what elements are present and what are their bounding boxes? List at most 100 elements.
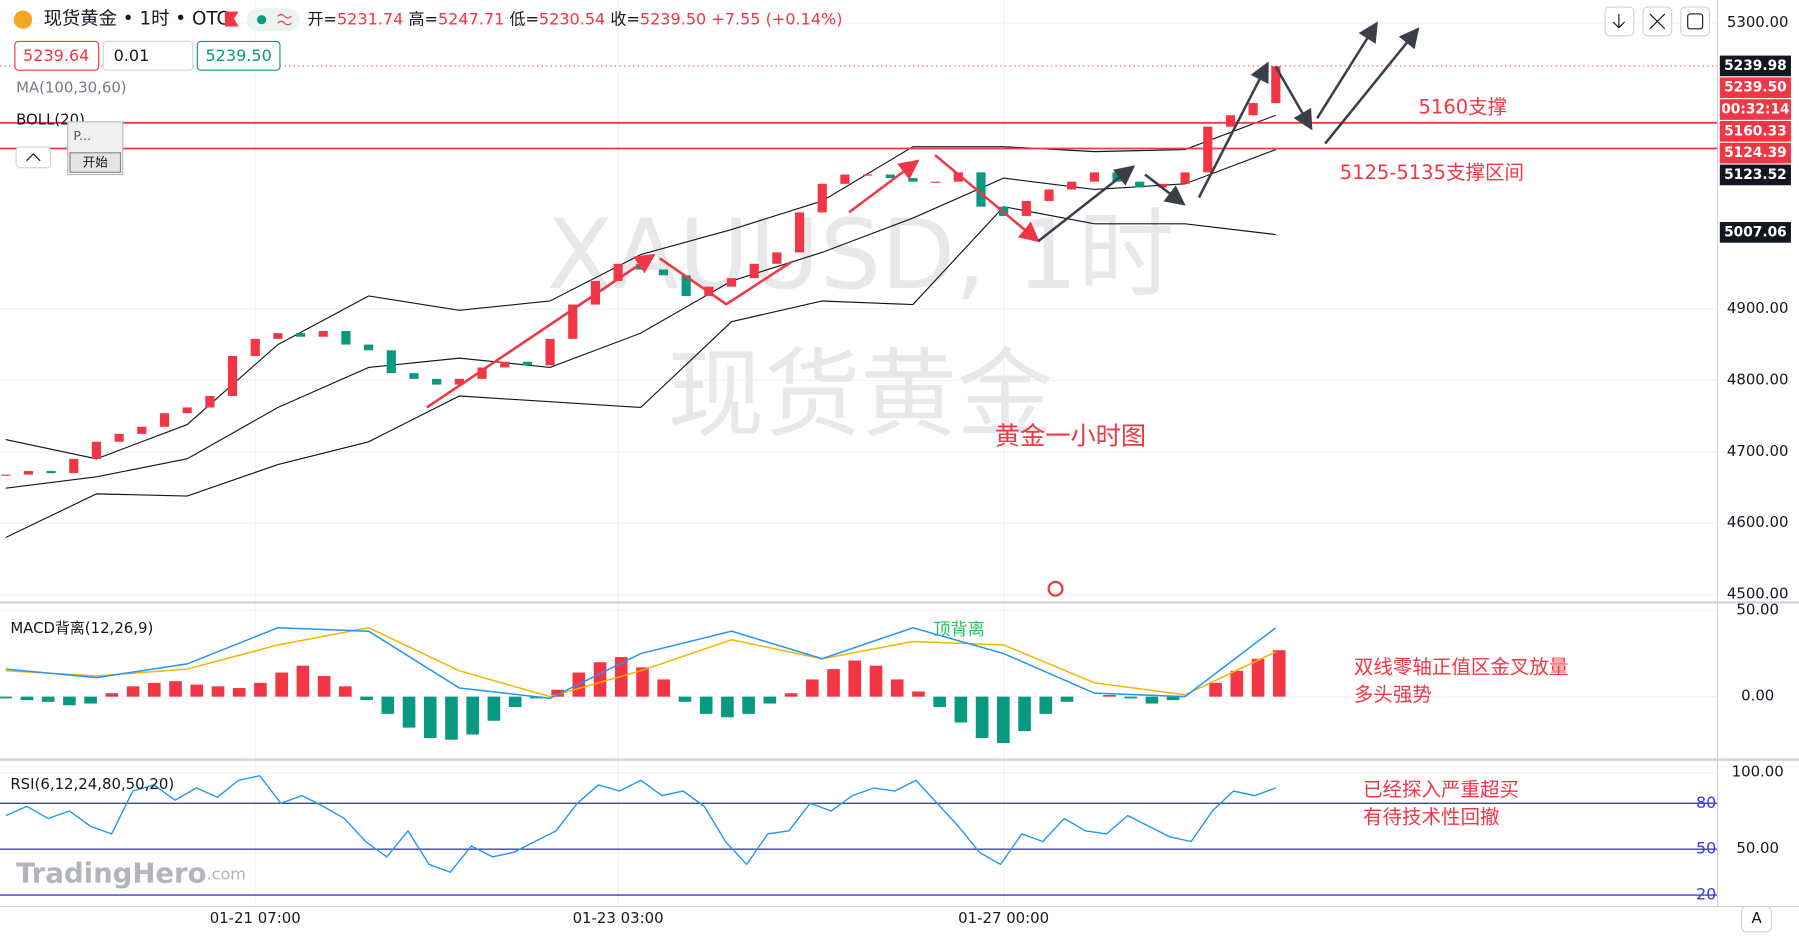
status-dot [257,15,267,25]
annotation: 顶背离 [933,620,985,640]
buy-box[interactable] [196,40,281,71]
macd-bar [339,686,352,697]
toolbar-icon [1687,13,1704,30]
arrow [1274,66,1313,131]
toolbar-icon [1612,13,1626,29]
macd-bar [63,696,76,706]
macd-bar [827,669,840,697]
candle [545,338,555,366]
candle [772,252,782,264]
scale-button-label[interactable]: A [1751,909,1762,927]
candle [568,304,578,339]
start-button[interactable] [69,152,122,173]
start-button-label[interactable]: 开始 [83,155,109,170]
status-icon [277,13,292,26]
brand: TradingHero.com [16,857,246,889]
macd-bar [1209,682,1222,697]
y-tick-label: 4900.00 [1727,299,1789,317]
annotation: 5125-5135支撑区间 [1340,161,1524,184]
arrow [1037,165,1136,243]
sell-price[interactable]: 5239.64 [23,46,89,65]
y-tick-label: 0.00 [1741,687,1774,705]
candle [69,458,79,474]
candle [273,333,283,339]
candle [1180,172,1190,184]
annotation: 5160支撑 [1419,96,1508,119]
macd-bar [232,688,246,697]
price-tag [1719,55,1791,77]
ohlc-label: 低= [509,9,539,28]
candle [1044,189,1054,201]
y-tick-label: 5300.00 [1727,13,1789,31]
price-tag-label: 5239.50 [1724,80,1787,96]
change: +7.55 (+0.14%) [711,9,842,28]
macd-bar [466,696,480,735]
candle [1157,183,1168,188]
candle [227,356,238,397]
candle [885,174,895,179]
candle [908,178,918,182]
macd-bar [954,696,968,723]
arrow [848,159,920,214]
price-tag-label: 5160.33 [1724,123,1787,139]
y-tick-label: 4800.00 [1727,370,1789,388]
candle [1135,181,1145,188]
arrow [426,253,656,409]
macd-bar [317,676,331,697]
macd-bar [402,696,416,728]
sell-box[interactable] [14,40,100,71]
y-tick-label: 4700.00 [1727,442,1789,460]
candle [931,181,941,183]
flag-icon [224,11,239,27]
macd-bar [0,696,13,699]
qty-box[interactable] [102,40,194,71]
buy-price[interactable]: 5239.50 [205,46,271,65]
qty[interactable]: 0.01 [114,46,150,65]
macd-bar [1272,650,1286,697]
macd-bar [1166,696,1180,701]
macd-bar [912,691,925,697]
candle [159,413,170,427]
ohlc-value: 5239.50 [640,9,706,28]
candle [1067,181,1077,190]
ohlc: 开=5231.74 高=5247.71 低=5230.54 收=5239.50 … [307,9,842,28]
event-marker[interactable] [1047,580,1064,597]
candle [46,471,56,474]
arrow [934,154,1040,243]
y-tick-label: 50.00 [1736,601,1779,619]
macd-bar [997,696,1010,744]
collapse-button[interactable] [15,146,52,169]
candle [681,275,691,296]
price-tag [1719,222,1791,243]
macd-dif [5,626,1277,700]
indicator-label: MA(100,30,60) [16,79,127,97]
macd-bar [890,679,904,697]
price-tag-label: 5123.52 [1724,167,1787,183]
macd-bar [975,696,989,738]
macd-bar [636,667,649,697]
macd-bar [190,684,204,697]
macd-bar [763,696,777,704]
brand-name: TradingHero [16,857,206,889]
candle [205,396,215,408]
candle [454,378,464,385]
rsi-level-label: 50 [1696,839,1716,858]
candle [432,378,442,385]
annotation: 多头强势 [1354,683,1432,706]
price-tag [1719,99,1791,120]
macd-bar [423,696,437,738]
toolbar-button[interactable] [1680,6,1711,37]
x-tick-label: 01-21 07:00 [210,909,301,927]
status-pill [246,8,300,32]
rsi-level-label: 80 [1696,793,1716,812]
macd-bar [254,682,267,697]
candle [726,278,737,287]
candle [341,330,351,345]
toolbar-icon [1649,13,1666,30]
ohlc-label: 收= [610,9,640,28]
symbol: 现货黄金 • 1时 • OTC [44,9,230,30]
macd-bar [869,665,883,697]
annotation: 黄金一小时图 [995,421,1146,450]
annotation: 双线零轴正值区金叉放量 [1354,655,1569,678]
scale-button[interactable] [1741,905,1773,933]
